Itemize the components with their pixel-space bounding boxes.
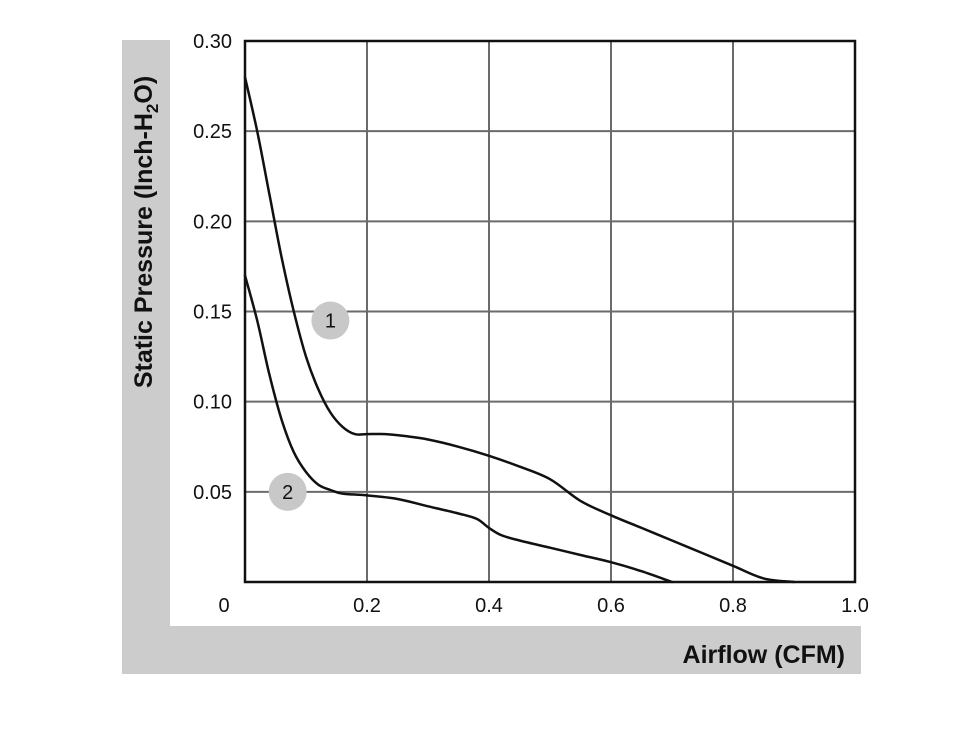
x-tick-label: 0.4 <box>475 595 503 617</box>
series-2-label: 2 <box>282 482 293 504</box>
y-axis-title: Static Pressure (Inch-H2O) <box>130 76 162 388</box>
y-tick-label: 0.10 <box>193 392 232 414</box>
x-tick-label: 0.8 <box>719 595 747 617</box>
x-tick-label: 0 <box>218 595 229 617</box>
frame-band-bottom <box>122 626 861 674</box>
grid-lines <box>245 41 855 582</box>
frame-band-left <box>122 40 170 674</box>
y-tick-label: 0.05 <box>193 482 232 504</box>
y-axis-title-subscript: 2 <box>143 104 162 113</box>
x-tick-label: 1.0 <box>841 595 869 617</box>
series-curves <box>243 75 796 584</box>
series-2-marker <box>268 472 307 511</box>
y-tick-label: 0.15 <box>193 302 232 324</box>
x-tick-label: 0.2 <box>353 595 381 617</box>
y-axis-title-suffix: O) <box>130 76 158 104</box>
plot-frame <box>243 39 857 584</box>
series-1-curve <box>243 75 796 584</box>
y-axis-title-prefix: Static Pressure (Inch-H <box>130 113 158 388</box>
x-tick-label: 0.6 <box>597 595 625 617</box>
series-markers: 12 <box>268 301 350 511</box>
y-tick-label: 0.30 <box>193 31 232 53</box>
tick-labels: 0 0.2 0.4 0.6 0.8 1.0 0.05 0.10 0.15 0.20 0.25 0.30 <box>193 31 869 617</box>
series-1-marker <box>311 301 350 340</box>
y-tick-label: 0.20 <box>193 211 232 233</box>
series-2-curve <box>243 274 674 584</box>
x-axis-title: Airflow (CFM) <box>683 641 845 669</box>
y-tick-label: 0.25 <box>193 121 232 143</box>
series-1-label: 1 <box>325 311 336 333</box>
